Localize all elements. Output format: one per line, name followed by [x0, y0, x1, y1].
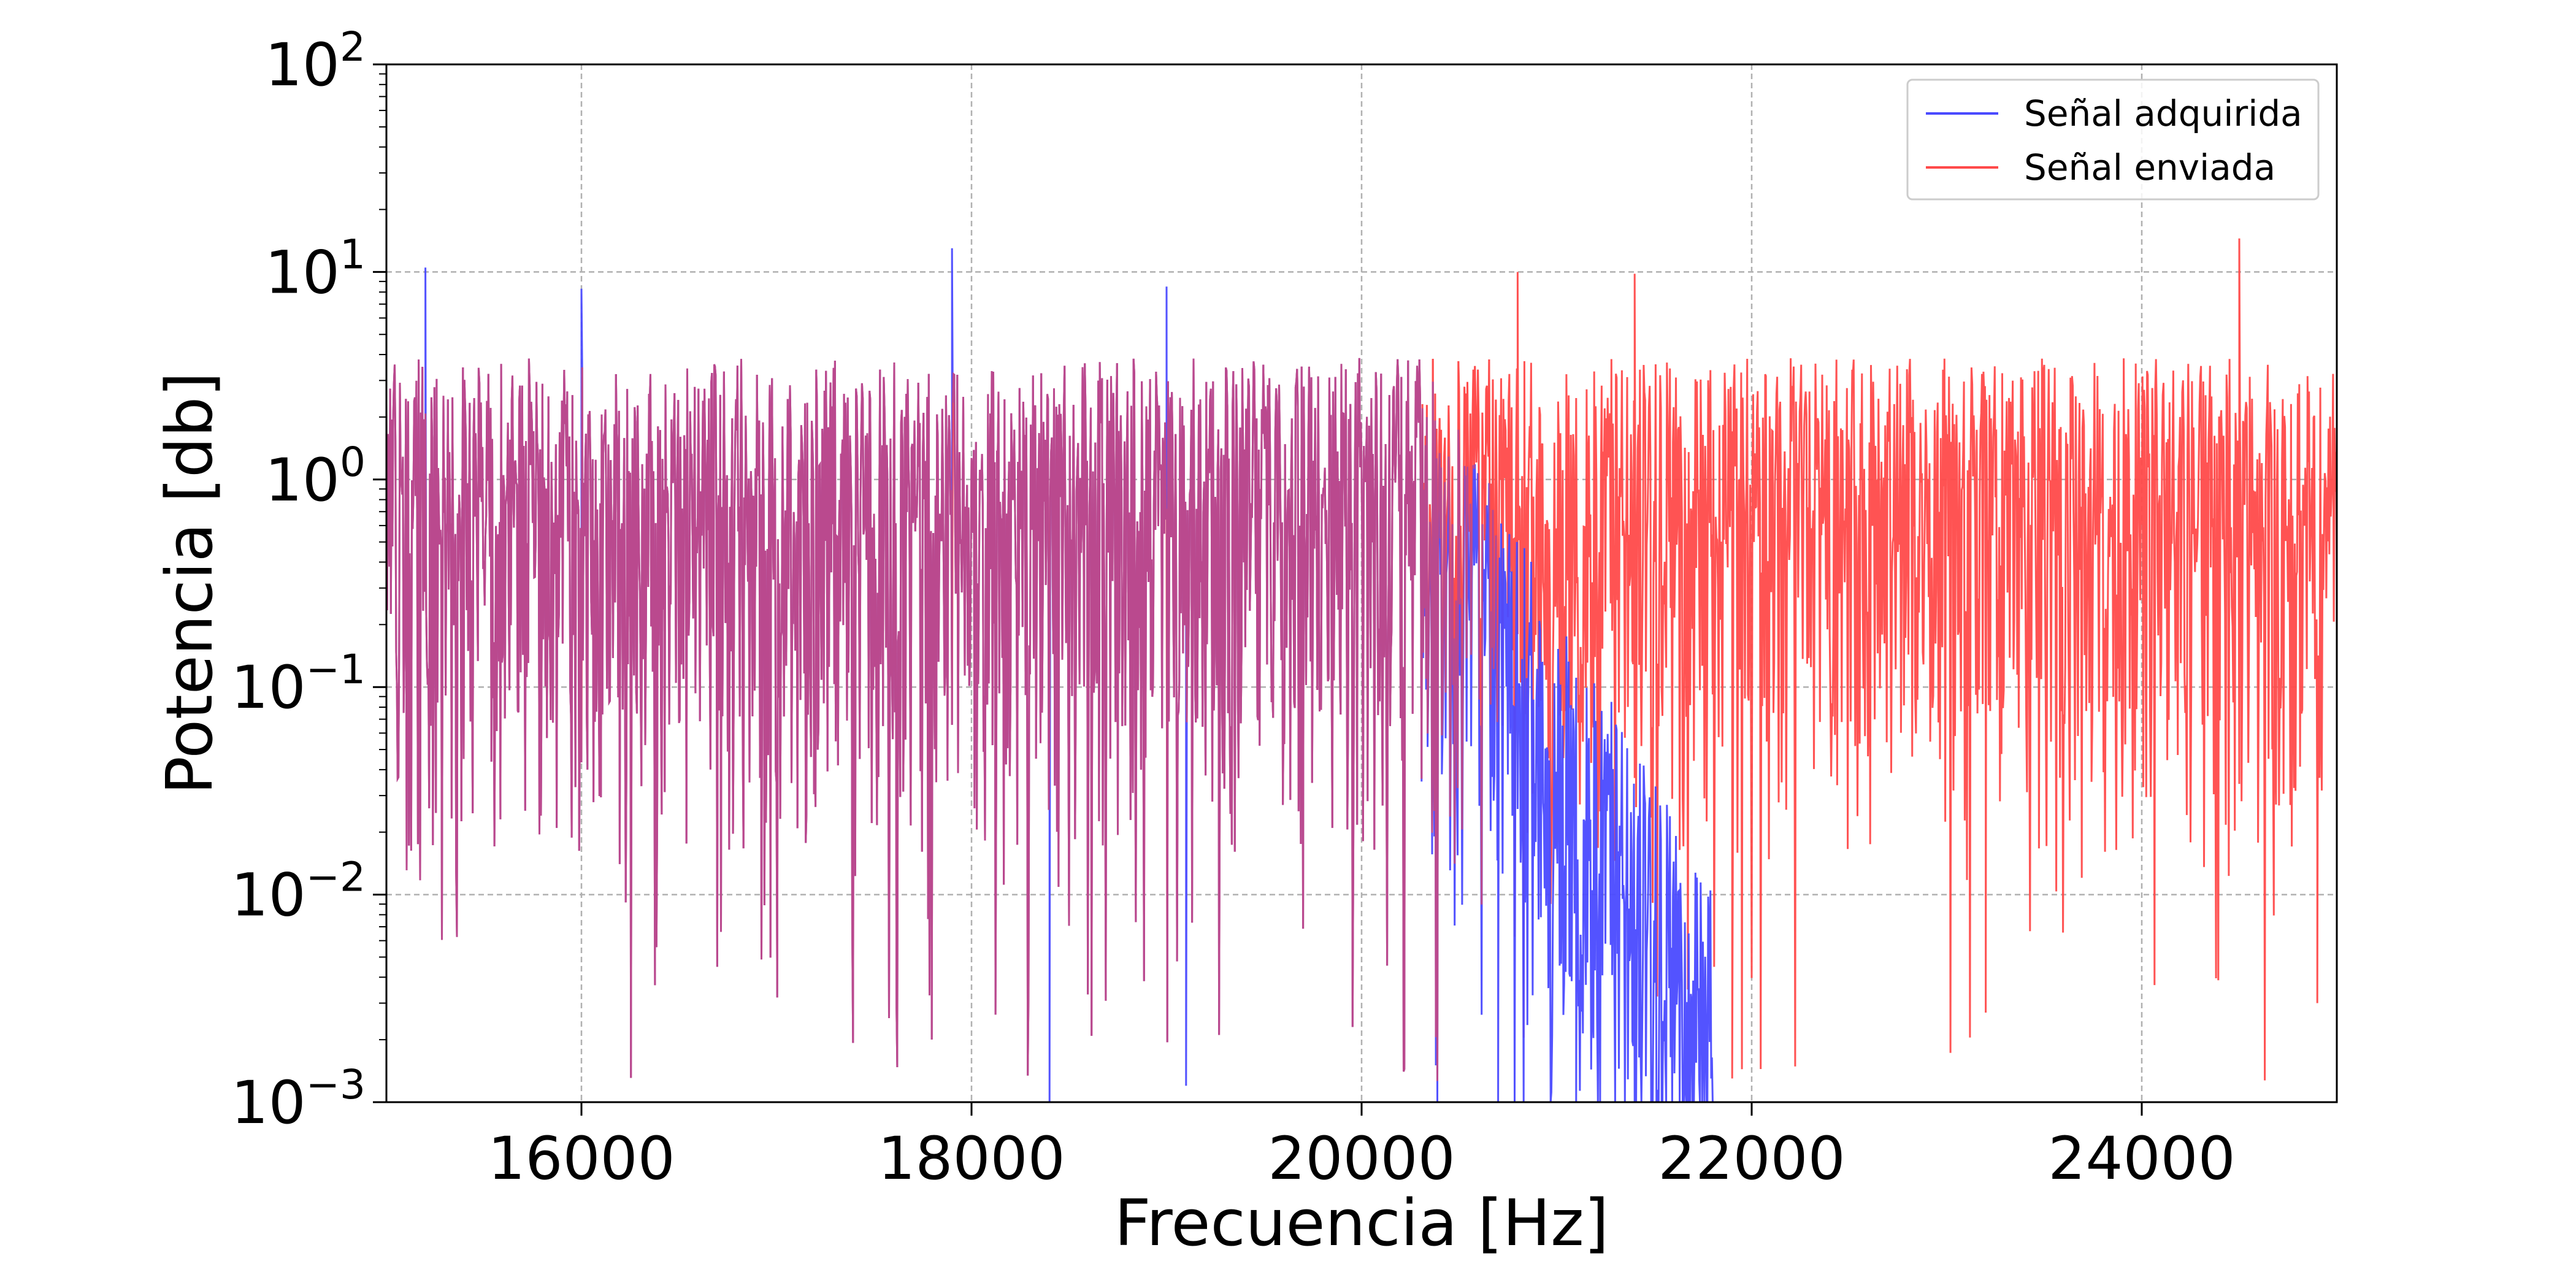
x-axis-label: Frecuencia [Hz] [1114, 1186, 1609, 1260]
x-tick-label: 20000 [1268, 1124, 1455, 1193]
y-tick-label: 10−1 [231, 646, 366, 722]
x-tick-label: 22000 [1658, 1124, 1845, 1193]
series-overlap-senal-enviada [386, 358, 1498, 1081]
legend-label-senal-enviada: Señal enviada [2024, 147, 2275, 188]
y-tick-label: 10−3 [231, 1061, 366, 1137]
y-tick-label: 100 [265, 439, 366, 515]
y-tick-label: 101 [265, 231, 366, 307]
x-tick-label: 18000 [878, 1124, 1065, 1193]
y-tick-label: 102 [265, 23, 366, 99]
y-tick-labels: 10−3 10−2 10−1 100 101 102 [231, 23, 366, 1137]
x-tick-label: 16000 [488, 1124, 675, 1193]
axis-ticks [373, 63, 2143, 1116]
legend: Señal adquirida Señal enviada [1906, 79, 2320, 201]
y-tick-label: 10−2 [231, 854, 366, 930]
x-tick-label: 24000 [2048, 1124, 2235, 1193]
legend-box [1906, 79, 2320, 201]
legend-label-senal-adquirida: Señal adquirida [2024, 93, 2302, 134]
x-tick-labels: 16000 18000 20000 22000 24000 [488, 1124, 2235, 1193]
y-axis-label: Potencia [db] [152, 372, 227, 794]
